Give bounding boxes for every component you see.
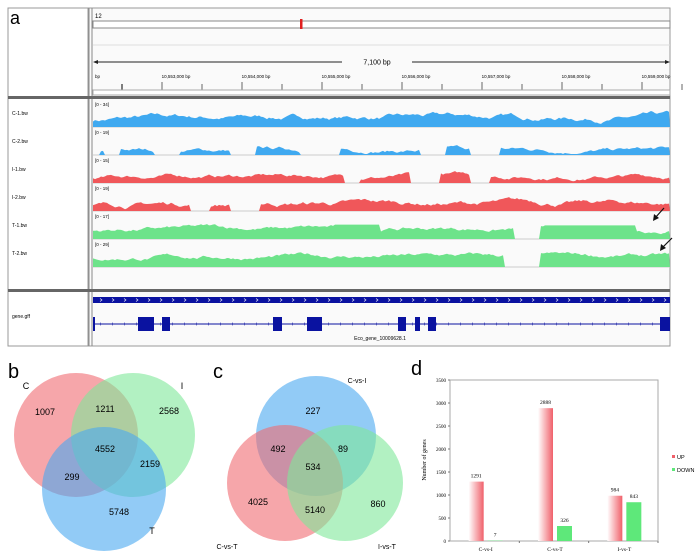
x-tick-label: C-vs-T <box>547 547 563 553</box>
x-tick-label: C-vs-I <box>479 547 493 553</box>
panel-label-a: a <box>10 8 21 28</box>
legend-label-down: DOWN <box>677 468 694 474</box>
exon <box>273 317 282 331</box>
exon <box>660 317 670 331</box>
igv-browser: a 12 7,100 bp bp 10,553,000 bp 10,554,000 … <box>8 8 682 346</box>
venn-b: b C I T 1007 1211 2568 4552 299 2159 574… <box>8 361 195 551</box>
region-I-only: 2568 <box>159 406 179 416</box>
ruler-tick-label: 10,555,000 bp <box>322 74 351 79</box>
header-divider <box>8 96 670 99</box>
region-CI-only: 227 <box>305 406 320 416</box>
region-CI-IT: 89 <box>338 444 348 454</box>
data-label: 2888 <box>540 400 551 406</box>
ruler-tick-label: 10,556,000 bp <box>402 74 431 79</box>
chromosome-label: 12 <box>95 14 102 20</box>
region-T-only: 5748 <box>109 507 129 517</box>
region-CI-CT: 492 <box>270 444 285 454</box>
y-tick-label: 2000 <box>436 448 447 453</box>
data-label: 326 <box>560 518 569 524</box>
track-name[interactable]: I-1.bw <box>12 167 26 173</box>
region-IT-only: 860 <box>370 499 385 509</box>
set-label-C: C <box>23 381 30 391</box>
y-tick-label: 0 <box>444 540 447 545</box>
set-label-C-vs-T: C-vs-T <box>217 544 239 551</box>
track-name[interactable]: C-2.bw <box>12 139 28 145</box>
ruler-bar <box>93 90 670 95</box>
bar-down-C-vs-T <box>557 526 572 541</box>
region-C-only: 1007 <box>35 407 55 417</box>
gene-label: Eco_gene_10009628.1 <box>354 336 406 342</box>
y-tick-label: 3500 <box>436 379 447 384</box>
venn-circle-I-vs-T <box>287 425 403 541</box>
track-name[interactable]: C-1.bw <box>12 111 28 117</box>
region-C-I: 1211 <box>95 404 114 414</box>
y-tick-label: 2500 <box>436 425 447 430</box>
exon <box>162 317 170 331</box>
ruler-tick-label: 10,554,000 bp <box>242 74 271 79</box>
set-label-I-vs-T: I-vs-T <box>378 544 397 551</box>
track-name[interactable]: T-1.bw <box>12 223 27 229</box>
venn-c: c C-vs-I C-vs-T I-vs-T 227 492 89 534 40… <box>213 361 403 551</box>
region-C-T: 299 <box>64 472 79 482</box>
region-CT-IT: 5140 <box>305 505 325 515</box>
ruler-tick-label: 10,558,000 bp <box>562 74 591 79</box>
track-name-panel <box>8 8 88 346</box>
chromosome-ideogram[interactable] <box>93 21 670 28</box>
current-region-marker[interactable] <box>300 19 303 29</box>
x-tick-label: I-vs-T <box>617 547 631 553</box>
bar-up-I-vs-T <box>607 496 622 541</box>
set-label-T: T <box>149 526 155 536</box>
data-label: 843 <box>630 494 639 500</box>
panel-label-b: b <box>8 361 19 383</box>
legend-swatch-up <box>672 455 675 458</box>
panel-label-c: c <box>213 361 223 383</box>
y-tick-label: 500 <box>439 517 447 522</box>
ruler-tick-label: 10,553,000 bp <box>162 74 191 79</box>
legend-label-up: UP <box>677 455 685 461</box>
exon <box>398 317 406 331</box>
data-label: 7 <box>494 533 497 539</box>
y-tick-label: 1000 <box>436 494 447 499</box>
legend-swatch-down <box>672 468 675 471</box>
track-range: [0 - 17] <box>95 214 109 219</box>
track-range: [0 - 15] <box>95 158 109 163</box>
track-range: [0 - 29] <box>95 242 109 247</box>
region-I-T: 2159 <box>140 459 160 469</box>
set-label-C-vs-I: C-vs-I <box>348 378 367 385</box>
annotation-track-name[interactable]: gene.gff <box>12 314 31 320</box>
data-label: 1291 <box>471 474 482 480</box>
region-all: 534 <box>305 462 320 472</box>
legend: UP DOWN <box>672 455 694 474</box>
region-CT-only: 4025 <box>248 497 268 507</box>
exon <box>428 317 436 331</box>
bar-up-C-vs-I <box>469 482 484 541</box>
ruler-tick-label: 10,559,000 bp <box>642 74 671 79</box>
y-tick-label: 3000 <box>436 402 447 407</box>
track-name[interactable]: T-2.bw <box>12 251 27 257</box>
track-range: [0 - 19] <box>95 130 109 135</box>
ruler-tick-label: 10,557,000 bp <box>482 74 511 79</box>
bar-down-I-vs-T <box>626 502 641 541</box>
chart-marks: 0 500 1000 1500 2000 2500 3000 3500 C-vs-I 1291 7 C… <box>436 379 658 553</box>
y-tick-label: 1500 <box>436 471 447 476</box>
region-C-I-T: 4552 <box>95 444 115 454</box>
y-axis-label: Number of genes <box>421 439 428 481</box>
exon <box>138 317 154 331</box>
exon <box>93 317 95 331</box>
span-label: 7,100 bp <box>363 60 390 67</box>
data-divider <box>8 289 670 292</box>
track-name[interactable]: I-2.bw <box>12 195 26 201</box>
data-label: 984 <box>611 488 620 494</box>
bar-up-C-vs-T <box>538 408 553 541</box>
exon <box>415 317 420 331</box>
exon <box>307 317 322 331</box>
track-range: [0 - 34] <box>95 102 109 107</box>
panel-label-d: d <box>411 358 422 380</box>
set-label-I: I <box>181 381 184 391</box>
gene-strand-bar <box>93 297 670 303</box>
bar-chart: d Number of genes 0 500 1000 1500 2000 2500 30… <box>411 358 694 553</box>
ruler-tick-label: bp <box>95 74 101 79</box>
track-range: [0 - 19] <box>95 186 109 191</box>
